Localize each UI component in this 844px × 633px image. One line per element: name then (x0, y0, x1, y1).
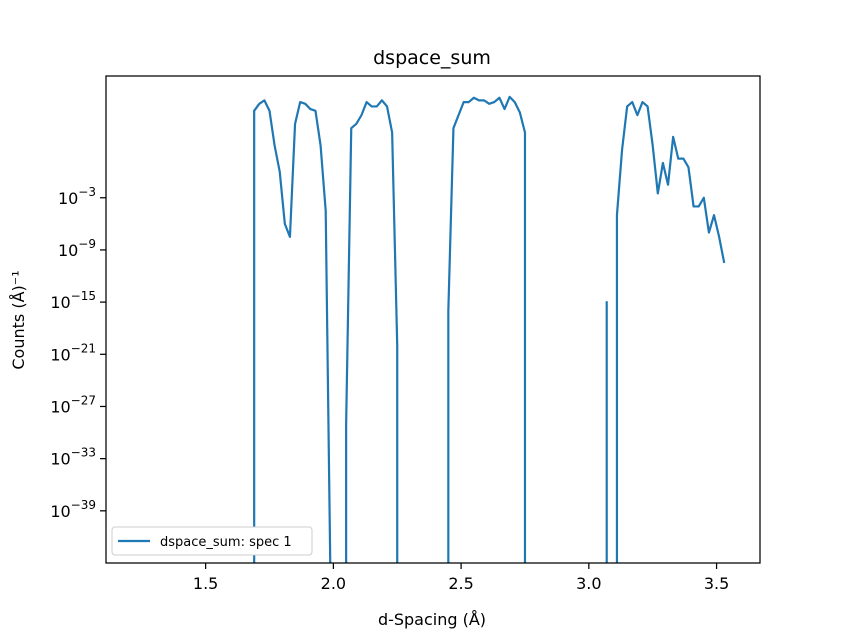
series-line (447, 95, 527, 563)
y-tick-label: 10−3 (58, 185, 96, 208)
y-tick-label: 10−15 (50, 289, 96, 312)
y-tick-label: 10−39 (50, 498, 96, 521)
y-axis-label: Counts (Å)⁻¹ (9, 270, 28, 369)
legend-box (111, 526, 313, 556)
y-tick-label: 10−9 (58, 237, 96, 260)
series-line (345, 99, 399, 563)
series-line (253, 99, 332, 563)
y-tick-label: 10−21 (50, 341, 96, 364)
x-axis-label: d-Spacing (Å) (378, 610, 486, 629)
legend-label: dspace_sum: spec 1 (160, 535, 292, 550)
x-tick-label: 2.5 (448, 574, 473, 593)
y-tick-label: 10−33 (50, 446, 96, 469)
chart-title: dspace_sum (373, 47, 491, 69)
x-tick-label: 1.5 (193, 574, 218, 593)
series-layer (253, 95, 726, 563)
x-tick-label: 2.0 (321, 574, 346, 593)
y-axis: 10−3 10−9 10−15 10−21 10−27 10−33 10−39 (50, 185, 106, 521)
x-axis: 1.5 2.0 2.5 3.0 3.5 (193, 563, 729, 593)
plot-frame (105, 75, 761, 564)
x-tick-label: 3.5 (704, 574, 729, 593)
series-line (615, 100, 726, 563)
y-tick-label: 10−27 (50, 393, 96, 416)
x-tick-label: 3.0 (576, 574, 601, 593)
legend: dspace_sum: spec 1 (111, 526, 313, 556)
